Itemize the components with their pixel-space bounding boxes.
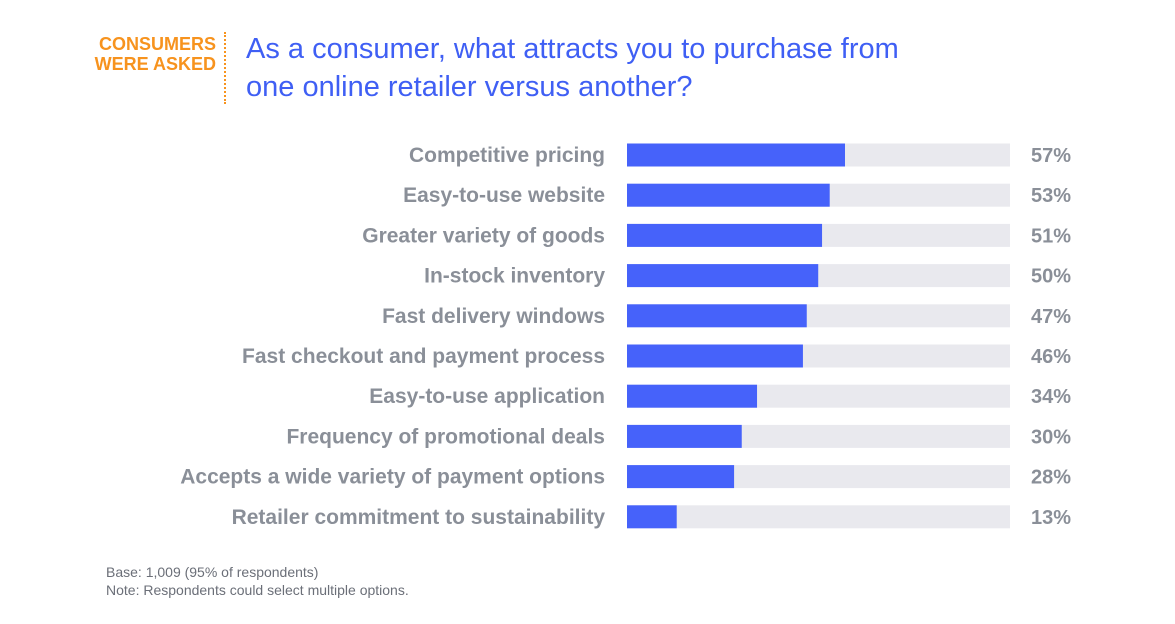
bar [627, 143, 845, 167]
category-label: Greater variety of goods [362, 224, 605, 247]
category-label: Fast checkout and payment process [242, 345, 605, 368]
kicker-line-2: WERE ASKED [94, 54, 216, 74]
category-label: Competitive pricing [409, 144, 605, 167]
bar-row: Retailer commitment to sustainability 13% [232, 505, 1071, 529]
bar-row: Fast delivery windows 47% [382, 304, 1071, 328]
bar-row: Easy-to-use application 34% [369, 384, 1071, 408]
category-label: Fast delivery windows [382, 305, 605, 328]
category-label: Frequency of promotional deals [286, 425, 605, 448]
bar-row: Competitive pricing 57% [409, 143, 1071, 167]
footnote: Base: 1,009 (95% of respondents) Note: R… [106, 563, 409, 599]
value-label: 30% [1031, 426, 1071, 448]
bar-chart: Competitive pricing 57% Easy-to-use websit… [180, 143, 1071, 529]
bar [627, 264, 819, 288]
value-label: 28% [1031, 467, 1071, 489]
value-label: 34% [1031, 386, 1071, 408]
question-line-1: As a consumer, what attracts you to purc… [246, 33, 899, 65]
value-label: 46% [1031, 346, 1071, 368]
category-label: In-stock inventory [424, 265, 605, 288]
bar-row: Easy-to-use website 53% [403, 183, 1071, 207]
dotted-divider [224, 32, 226, 104]
value-label: 47% [1031, 306, 1071, 328]
bar [627, 304, 807, 328]
footnote-note: Note: Respondents could select multiple … [106, 582, 409, 598]
bar-row: In-stock inventory 50% [424, 264, 1071, 288]
value-label: 57% [1031, 145, 1071, 167]
bar [627, 465, 735, 489]
bar [627, 344, 803, 368]
bar-row: Accepts a wide variety of payment option… [180, 465, 1071, 489]
consumers-were-asked-kicker: CONSUMERS WERE ASKED [60, 34, 216, 74]
bar [627, 384, 758, 408]
value-label: 50% [1031, 266, 1071, 288]
bar-row: Fast checkout and payment process 46% [242, 344, 1071, 368]
category-label: Retailer commitment to sustainability [232, 506, 606, 529]
category-label: Easy-to-use application [369, 385, 605, 408]
bar [627, 183, 830, 207]
footnote-base: Base: 1,009 (95% of respondents) [106, 564, 319, 580]
bar [627, 505, 677, 529]
value-label: 13% [1031, 507, 1071, 529]
bar [627, 223, 823, 247]
question-line-2: one online retailer versus another? [246, 71, 693, 103]
bar [627, 424, 742, 448]
survey-question: As a consumer, what attracts you to purc… [246, 30, 1046, 106]
bar-row: Greater variety of goods 51% [362, 223, 1071, 247]
kicker-line-1: CONSUMERS [98, 34, 216, 54]
value-label: 51% [1031, 225, 1071, 247]
bar-track [627, 505, 1010, 529]
bar-row: Frequency of promotional deals 30% [286, 424, 1071, 448]
category-label: Easy-to-use website [403, 184, 605, 207]
value-label: 53% [1031, 185, 1071, 207]
category-label: Accepts a wide variety of payment option… [180, 466, 605, 489]
